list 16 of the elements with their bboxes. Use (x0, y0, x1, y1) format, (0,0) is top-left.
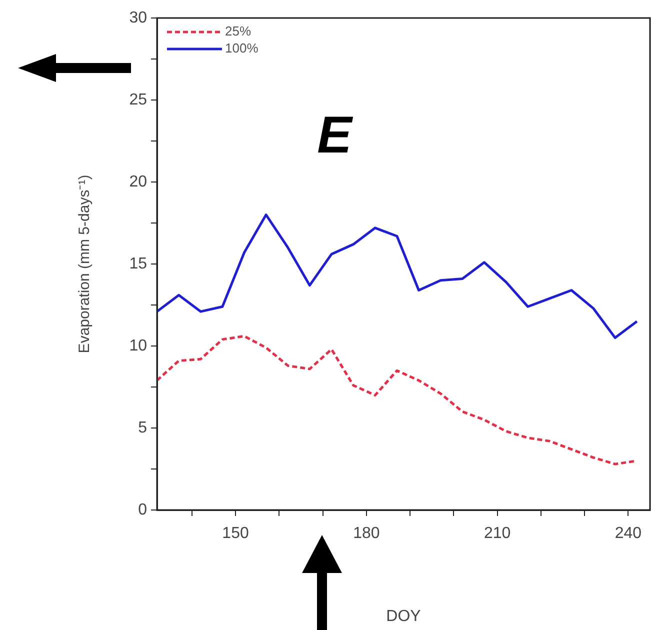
x-tick-label: 240 (614, 525, 642, 542)
annotation: E (317, 106, 354, 164)
x-axis-title: DOY (386, 608, 422, 625)
y-axis-title: Evaporation (mm 5-days⁻¹) (76, 174, 94, 354)
y-tick-label: 15 (129, 255, 148, 272)
x-tick-label: 180 (353, 525, 380, 542)
y-tick-label: 20 (129, 173, 148, 190)
x-tick-label: 150 (222, 525, 249, 542)
legend-label: 100% (225, 40, 259, 56)
y-tick-label: 0 (138, 501, 148, 518)
x-tick-label: 210 (484, 525, 511, 542)
y-tick-label: 25 (129, 91, 148, 108)
y-tick-label: 30 (129, 9, 148, 26)
y-tick-label: 5 (138, 419, 148, 436)
legend-label: 25% (225, 24, 252, 39)
y-tick-label: 10 (129, 337, 148, 354)
